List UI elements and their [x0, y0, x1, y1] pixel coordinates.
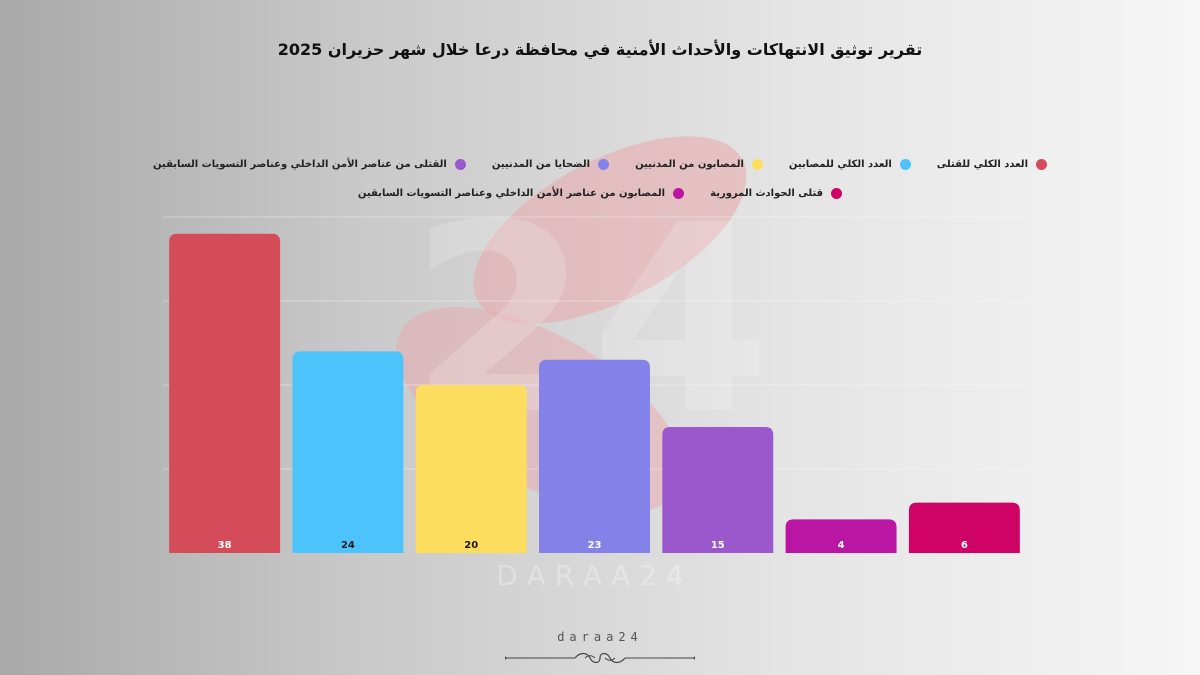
data-label: 15 — [711, 540, 725, 551]
legend-label: الضحايا من المدنيين — [491, 159, 591, 170]
footer-brand: daraa24 — [557, 630, 643, 644]
bar[interactable] — [908, 502, 1020, 553]
legend-swatch — [673, 188, 685, 199]
footer-ornament-icon — [505, 652, 695, 664]
data-label: 23 — [588, 540, 602, 551]
legend-swatch — [831, 188, 843, 199]
bar[interactable] — [415, 385, 527, 553]
legend-item[interactable]: المصابون من عناصر الأمن الداخلي وعناصر ا… — [357, 188, 685, 199]
bar[interactable] — [662, 427, 774, 553]
bar[interactable] — [292, 351, 404, 553]
legend-item[interactable]: العدد الكلي للمصابين — [789, 159, 911, 170]
legend-item[interactable]: الضحايا من المدنيين — [491, 159, 610, 170]
legend-item[interactable]: قتلى الحوادث المرورية — [710, 188, 843, 199]
legend-swatch — [598, 159, 610, 170]
bar[interactable] — [785, 519, 897, 553]
legend-row-1: العدد الكلي للقتلى العدد الكلي للمصابين ال… — [150, 159, 1050, 170]
bar[interactable] — [539, 359, 650, 553]
data-label: 4 — [838, 540, 845, 551]
legend-item[interactable]: المصابون من المدنيين — [635, 159, 763, 170]
legend-label: المصابون من عناصر الأمن الداخلي وعناصر ا… — [357, 188, 666, 199]
data-label: 24 — [341, 540, 355, 551]
legend-swatch — [751, 159, 763, 170]
legend-swatch — [899, 159, 911, 170]
legend-swatch — [1036, 159, 1047, 170]
data-label: 38 — [218, 540, 232, 551]
legend-item[interactable]: العدد الكلي للقتلى — [937, 159, 1047, 170]
legend-label: قتلى الحوادث المرورية — [710, 188, 824, 199]
legend-label: العدد الكلي للقتلى — [936, 159, 1028, 170]
legend-row-2: قتلى الحوادث المرورية المصابون من عناصر ا… — [150, 188, 1050, 199]
legend-label: القتلى من عناصر الأمن الداخلي وعناصر الت… — [153, 159, 447, 170]
data-label: 6 — [961, 540, 968, 551]
legend-label: العدد الكلي للمصابين — [788, 159, 892, 170]
bar[interactable] — [169, 233, 281, 554]
chart-title: تقرير توثيق الانتهاكات والأحداث الأمنية … — [277, 40, 923, 59]
data-label: 20 — [464, 540, 478, 551]
legend-swatch — [454, 159, 466, 170]
legend-item[interactable]: القتلى من عناصر الأمن الداخلي وعناصر الت… — [153, 159, 466, 170]
legend-label: المصابون من المدنيين — [635, 159, 744, 170]
